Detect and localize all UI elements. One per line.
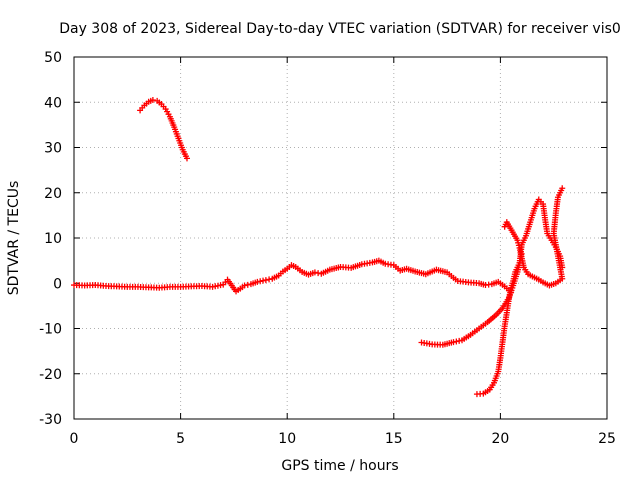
- y-tick-label: -30: [39, 412, 62, 428]
- y-tick-label: 30: [44, 141, 62, 157]
- data-point-baseline: [262, 277, 269, 284]
- data-point-baseline: [244, 281, 251, 288]
- data-point-baseline: [311, 269, 318, 276]
- y-tick-label: 50: [44, 50, 62, 66]
- y-tick-label: 0: [53, 276, 62, 292]
- x-axis-label: GPS time / hours: [281, 458, 398, 474]
- x-tick-label: 10: [278, 431, 296, 447]
- data-point-arc-early: [149, 96, 156, 103]
- data-point-baseline: [266, 276, 273, 283]
- data-point-baseline: [315, 270, 322, 277]
- data-point-baseline: [241, 282, 248, 289]
- x-tick-label: 15: [385, 431, 403, 447]
- chart-title: Day 308 of 2023, Sidereal Day-to-day VTE…: [59, 21, 621, 37]
- data-point-arc-early: [183, 155, 190, 162]
- x-tick-label: 0: [70, 431, 79, 447]
- data-points: [71, 96, 566, 398]
- y-axis-label: SDTVAR / TECUs: [6, 181, 22, 296]
- x-tick-label: 5: [176, 431, 185, 447]
- x-tick-label: 25: [598, 431, 616, 447]
- y-tick-label: -10: [39, 322, 62, 338]
- y-tick-label: 20: [44, 186, 62, 202]
- y-tick-label: 10: [44, 231, 62, 247]
- x-tick-label: 20: [491, 431, 509, 447]
- axis-ticks: 0 5 10 15 20 25 -30 -20 -10 0 10 20 30 40 50: [39, 50, 616, 447]
- y-tick-label: 40: [44, 95, 62, 111]
- data-point-arc-late: [559, 185, 566, 192]
- y-tick-label: -20: [39, 367, 62, 383]
